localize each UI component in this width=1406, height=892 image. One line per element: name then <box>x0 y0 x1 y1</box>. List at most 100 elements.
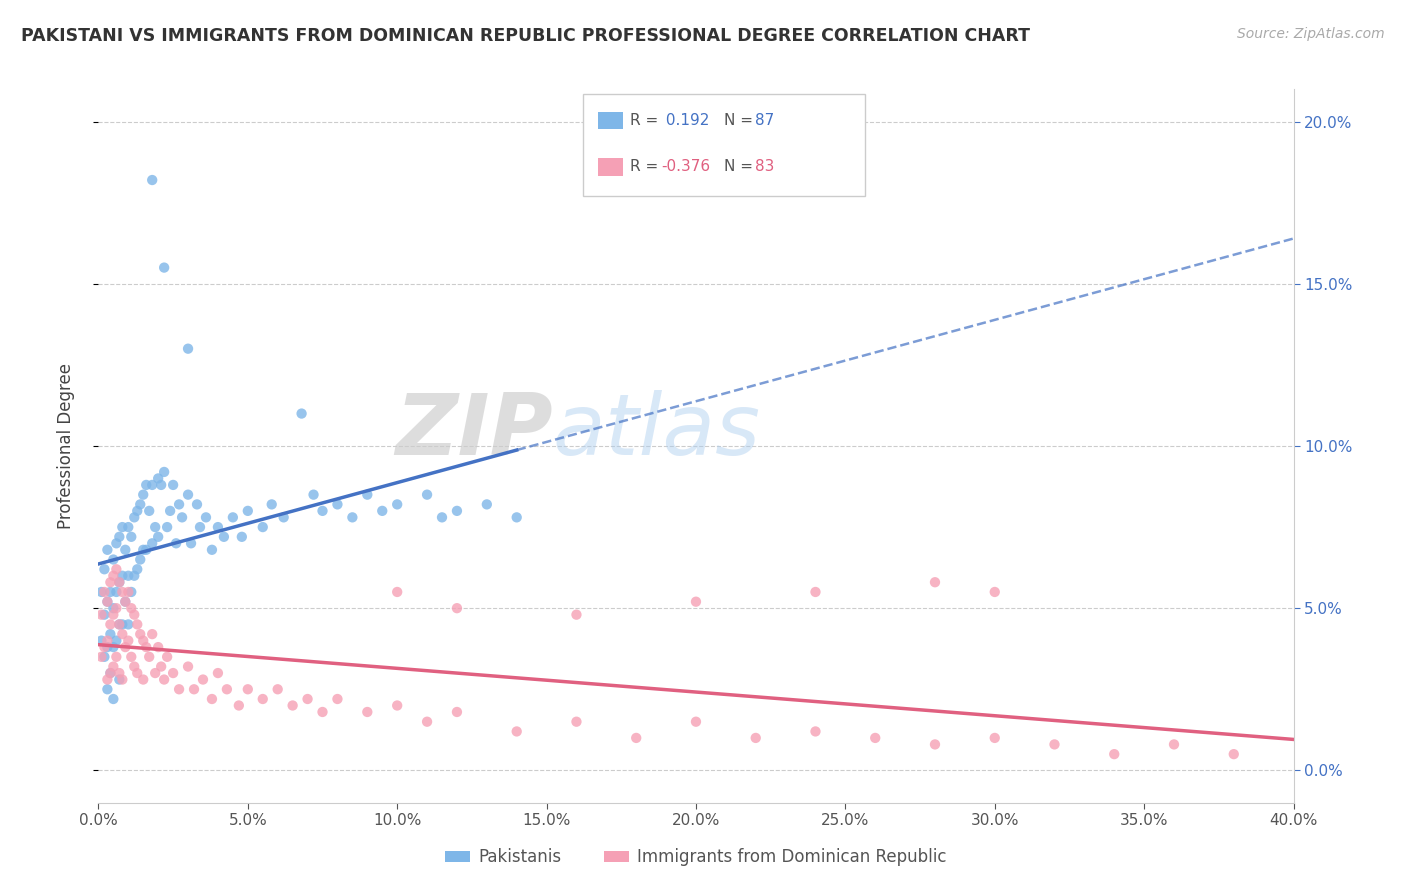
Point <box>93 562 115 576</box>
Text: Source: ZipAtlas.com: Source: ZipAtlas.com <box>1237 27 1385 41</box>
Point <box>188 520 211 534</box>
Point <box>124 607 146 622</box>
Point <box>96 595 118 609</box>
Point <box>90 633 112 648</box>
Point <box>132 542 155 557</box>
Point <box>924 738 946 752</box>
Point <box>117 585 139 599</box>
Point <box>138 649 160 664</box>
Text: -0.376: -0.376 <box>661 160 710 174</box>
Point <box>165 536 187 550</box>
Point <box>138 504 160 518</box>
Point <box>150 659 173 673</box>
Point <box>430 510 453 524</box>
Point <box>141 627 163 641</box>
Point <box>103 607 125 622</box>
Point <box>108 575 131 590</box>
Point <box>127 504 149 518</box>
Point <box>98 575 122 590</box>
Text: ZIP: ZIP <box>395 390 553 474</box>
Point <box>103 692 125 706</box>
Point <box>311 705 333 719</box>
Point <box>127 562 149 576</box>
Point <box>93 585 115 599</box>
Point <box>114 595 136 609</box>
Point <box>281 698 304 713</box>
Point <box>252 692 274 706</box>
Point <box>96 673 118 687</box>
Point <box>120 530 142 544</box>
Point <box>356 705 378 719</box>
Point <box>177 342 200 356</box>
Point <box>120 601 142 615</box>
Point <box>96 595 118 609</box>
Point <box>506 510 529 524</box>
Point <box>446 601 468 615</box>
Point <box>231 530 253 544</box>
Point <box>93 640 115 654</box>
Point <box>117 633 139 648</box>
Point <box>273 510 295 524</box>
Text: R =: R = <box>630 160 664 174</box>
Point <box>222 510 245 524</box>
Point <box>685 595 707 609</box>
Point <box>96 633 118 648</box>
Point <box>984 585 1007 599</box>
Point <box>475 497 498 511</box>
Point <box>114 542 136 557</box>
Point <box>108 666 131 681</box>
Point <box>311 504 333 518</box>
Text: atlas: atlas <box>553 390 761 474</box>
Point <box>745 731 768 745</box>
Point <box>105 585 128 599</box>
Point <box>302 488 325 502</box>
Point <box>177 659 200 673</box>
Point <box>98 585 122 599</box>
Point <box>124 510 146 524</box>
Point <box>93 649 115 664</box>
Point <box>148 640 170 654</box>
Point <box>1163 738 1185 752</box>
Point <box>1223 747 1246 761</box>
Point <box>984 731 1007 745</box>
Point <box>162 666 184 681</box>
Point <box>207 666 229 681</box>
Point <box>103 659 125 673</box>
Point <box>108 617 131 632</box>
Point <box>120 649 142 664</box>
Text: 87: 87 <box>755 113 775 128</box>
Point <box>446 504 468 518</box>
Point <box>180 536 202 550</box>
Point <box>114 640 136 654</box>
Point <box>201 692 224 706</box>
Point <box>416 714 439 729</box>
Point <box>267 682 290 697</box>
Point <box>260 497 283 511</box>
Point <box>195 510 218 524</box>
Point <box>141 173 163 187</box>
Point <box>416 488 439 502</box>
Point <box>215 682 238 697</box>
Point <box>924 575 946 590</box>
Point <box>111 627 134 641</box>
Point <box>212 530 235 544</box>
Point <box>96 640 118 654</box>
Point <box>446 705 468 719</box>
Point <box>117 568 139 582</box>
Point <box>804 585 827 599</box>
Text: N =: N = <box>724 113 758 128</box>
Point <box>207 520 229 534</box>
Point <box>153 673 176 687</box>
Point <box>103 601 125 615</box>
Point <box>326 497 349 511</box>
Point <box>804 724 827 739</box>
Point <box>228 698 250 713</box>
Point <box>111 520 134 534</box>
Point <box>167 497 190 511</box>
Point <box>90 585 112 599</box>
Point <box>141 536 163 550</box>
Point <box>93 607 115 622</box>
Point <box>236 504 259 518</box>
Point <box>297 692 319 706</box>
Point <box>98 666 122 681</box>
